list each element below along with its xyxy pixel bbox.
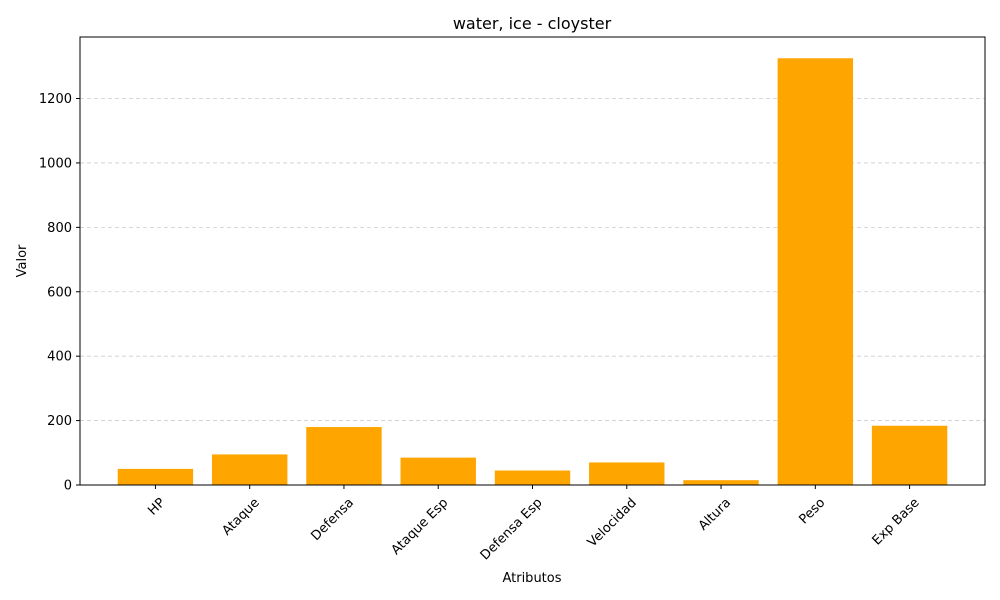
bar-hp	[117, 468, 194, 485]
y-gridlines	[80, 98, 985, 421]
y-tick-label: 1200	[39, 92, 72, 107]
bar-altura	[683, 480, 759, 485]
x-axis-label: Atributos	[502, 571, 561, 586]
y-tick-label: 200	[47, 414, 72, 429]
y-axis-ticks: 0 200 400 600 800 1000 1200	[39, 92, 80, 494]
chart-title: water, ice - cloyster	[453, 14, 612, 33]
bar-exp-base	[871, 425, 948, 485]
bars	[117, 58, 948, 485]
bar-defensa-esp	[494, 470, 571, 485]
y-tick-label: 1000	[39, 156, 72, 171]
y-tick-label: 600	[47, 285, 72, 300]
bar-defensa	[306, 427, 382, 485]
y-tick-label: 800	[47, 221, 72, 236]
bar-ataque-esp	[400, 457, 476, 485]
y-tick-label: 0	[64, 479, 72, 494]
y-axis-label: Valor	[15, 244, 30, 277]
y-tick-label: 400	[47, 350, 72, 365]
bar-velocidad	[589, 462, 665, 485]
bar-peso	[777, 58, 854, 485]
bar-ataque	[211, 454, 288, 485]
